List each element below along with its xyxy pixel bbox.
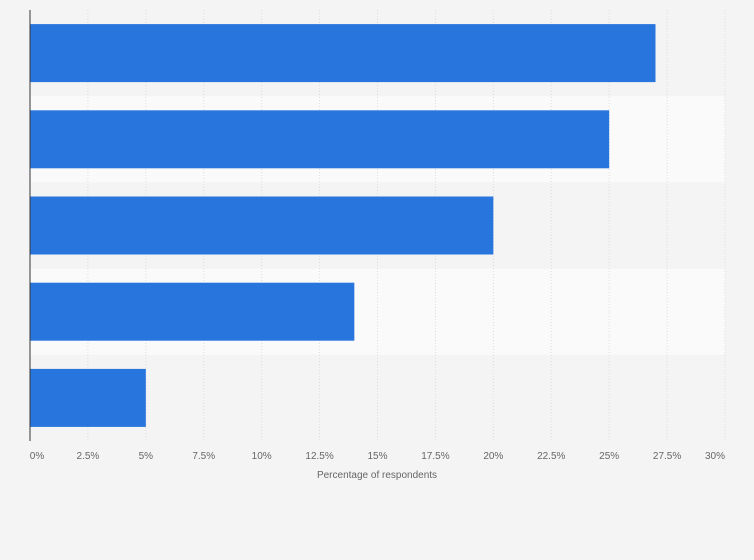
x-tick-label: 12.5% xyxy=(305,451,333,462)
x-tick-label: 7.5% xyxy=(192,451,215,462)
bar xyxy=(30,368,146,427)
bar xyxy=(30,282,355,341)
x-tick-label: 17.5% xyxy=(421,451,449,462)
x-tick-label: 25% xyxy=(599,451,619,462)
x-tick-label: 27.5% xyxy=(653,451,681,462)
x-tick-label: 15% xyxy=(367,451,387,462)
x-tick-label: 5% xyxy=(139,451,154,462)
x-axis-title: Percentage of respondents xyxy=(317,470,437,481)
bars xyxy=(30,24,656,427)
x-tick-label: 22.5% xyxy=(537,451,565,462)
x-tick-label: 10% xyxy=(252,451,272,462)
bar xyxy=(30,110,610,169)
x-tick-labels: 0% 2.5% 5% 7.5% 10% 12.5% 15% 17.5% 20% 22.5% 25% 2… xyxy=(30,451,725,462)
x-tick-label: 20% xyxy=(483,451,503,462)
bar xyxy=(30,196,494,255)
x-tick-label: 30% xyxy=(705,451,725,462)
x-tick-label: 2.5% xyxy=(77,451,100,462)
x-tick-label: 0% xyxy=(30,451,45,462)
bar xyxy=(30,24,656,83)
